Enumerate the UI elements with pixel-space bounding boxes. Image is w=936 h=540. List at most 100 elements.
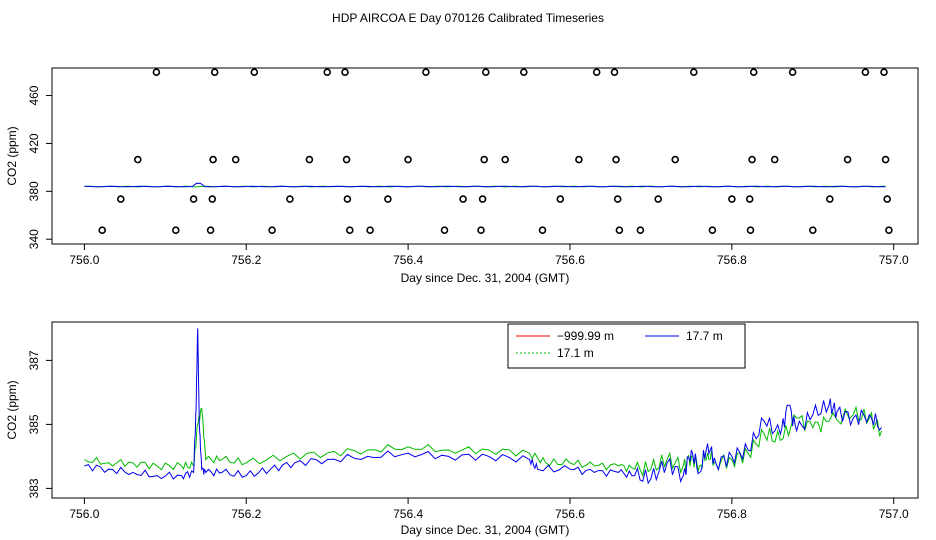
bottom-y-label: CO2 (ppm) xyxy=(5,380,19,439)
data-point-circle xyxy=(748,155,756,164)
data-point-circle xyxy=(636,226,645,234)
data-point-circle xyxy=(384,195,392,203)
legend-label-red: −999.99 m xyxy=(557,329,614,343)
data-point-circle xyxy=(286,195,294,203)
bottom-plot-frame xyxy=(51,321,919,499)
top-panel: 756.0 756.2 756.4 756.6 756.8 757.0 340 380 420… xyxy=(5,67,919,285)
data-point-circle xyxy=(592,68,601,76)
data-point-circle xyxy=(749,68,758,76)
top-y-label: CO2 (ppm) xyxy=(5,126,19,185)
top-series-lines xyxy=(84,182,886,188)
data-point-circle xyxy=(477,226,485,234)
data-point-circle xyxy=(268,226,276,234)
bottom-x-tick-label: 756.2 xyxy=(231,507,261,521)
data-point-circle xyxy=(671,155,680,164)
top-x-label: Day since Dec. 31, 2004 (GMT) xyxy=(401,271,570,285)
data-point-circle xyxy=(538,226,547,234)
data-point-circle xyxy=(152,68,161,76)
data-point-circle xyxy=(808,226,817,234)
data-point-circle xyxy=(209,155,217,164)
data-point-circle xyxy=(206,226,215,234)
top-y-tick-label: 420 xyxy=(27,133,41,153)
data-point-circle xyxy=(231,155,240,164)
top-y-tick-label: 460 xyxy=(27,85,41,105)
data-point-circle xyxy=(788,68,797,76)
series-line-17-1m xyxy=(84,405,883,478)
data-point-circle xyxy=(610,68,619,76)
data-point-circle xyxy=(745,195,754,203)
top-x-tick-label: 757.0 xyxy=(879,253,909,267)
top-x-tick-label: 756.2 xyxy=(231,253,261,267)
data-point-circle xyxy=(708,226,717,234)
data-point-circle xyxy=(885,226,893,234)
bottom-x-axis: 756.0 756.2 756.4 756.6 756.8 757.0 xyxy=(69,498,909,521)
bottom-x-tick-label: 756.6 xyxy=(555,507,585,521)
bottom-y-tick-label: 385 xyxy=(27,414,41,434)
top-x-tick-label: 756.0 xyxy=(69,253,99,267)
top-x-tick-label: 756.6 xyxy=(555,253,585,267)
top-y-tick-label: 340 xyxy=(27,229,41,249)
data-point-circle xyxy=(210,68,219,76)
data-point-circle xyxy=(459,195,467,203)
data-point-circle xyxy=(746,226,755,234)
data-point-circle xyxy=(881,155,890,164)
data-point-circle xyxy=(345,226,354,234)
data-point-circle xyxy=(728,195,736,203)
top-y-tick-label: 380 xyxy=(27,181,41,201)
bottom-x-tick-label: 756.0 xyxy=(69,507,99,521)
data-point-circle xyxy=(612,155,620,164)
top-x-tick-label: 756.4 xyxy=(393,253,423,267)
data-point-circle xyxy=(613,195,622,203)
bottom-y-tick-label: 383 xyxy=(27,478,41,498)
data-point-circle xyxy=(575,155,583,164)
top-x-tick-label: 756.8 xyxy=(717,253,747,267)
data-point-circle xyxy=(208,195,217,203)
top-series-line-blue xyxy=(84,182,886,188)
data-point-circle xyxy=(480,155,489,164)
data-point-circle xyxy=(323,68,332,76)
series-line-17-7m xyxy=(84,328,882,485)
data-point-circle xyxy=(250,68,259,76)
data-point-circle xyxy=(478,195,487,203)
legend-box xyxy=(507,323,746,369)
data-point-circle xyxy=(189,195,198,203)
data-point-circle xyxy=(440,226,449,234)
legend: −999.99 m 17.7 m 17.1 m xyxy=(507,323,746,369)
bottom-x-label: Day since Dec. 31, 2004 (GMT) xyxy=(401,523,570,537)
data-point-circle xyxy=(770,155,779,164)
bottom-x-tick-label: 757.0 xyxy=(879,507,909,521)
data-point-circle xyxy=(117,195,125,203)
data-point-circle xyxy=(556,195,565,203)
data-point-circle xyxy=(883,195,892,203)
data-point-circle xyxy=(689,68,698,76)
data-point-circle xyxy=(341,68,349,76)
chart-title: HDP AIRCOA E Day 070126 Calibrated Times… xyxy=(332,11,604,25)
data-point-circle xyxy=(366,226,374,234)
data-point-circle xyxy=(404,155,412,164)
data-point-circle xyxy=(98,226,106,234)
top-plot-frame xyxy=(51,67,919,245)
bottom-y-tick-label: 387 xyxy=(27,350,41,370)
data-point-circle xyxy=(861,68,870,76)
data-point-circle xyxy=(615,226,624,234)
data-point-circle xyxy=(843,155,852,164)
top-x-axis: 756.0 756.2 756.4 756.6 756.8 757.0 xyxy=(69,244,909,267)
data-point-circle xyxy=(501,155,510,164)
data-point-circle xyxy=(880,68,888,76)
bottom-x-tick-label: 756.4 xyxy=(393,507,423,521)
data-point-circle xyxy=(654,195,663,203)
data-point-circle xyxy=(134,155,142,164)
legend-label-blue: 17.7 m xyxy=(686,329,723,343)
bottom-series-lines xyxy=(84,328,883,485)
legend-label-green: 17.1 m xyxy=(557,346,594,360)
data-point-circle xyxy=(305,155,314,164)
data-point-circle xyxy=(343,195,352,203)
data-point-circle xyxy=(172,226,180,234)
data-point-circle xyxy=(519,68,528,76)
data-point-circle xyxy=(825,195,834,203)
top-y-axis: 340 380 420 460 xyxy=(27,85,52,249)
data-point-circle xyxy=(422,68,430,76)
bottom-x-tick-label: 756.8 xyxy=(717,507,747,521)
data-point-circle xyxy=(342,155,351,164)
